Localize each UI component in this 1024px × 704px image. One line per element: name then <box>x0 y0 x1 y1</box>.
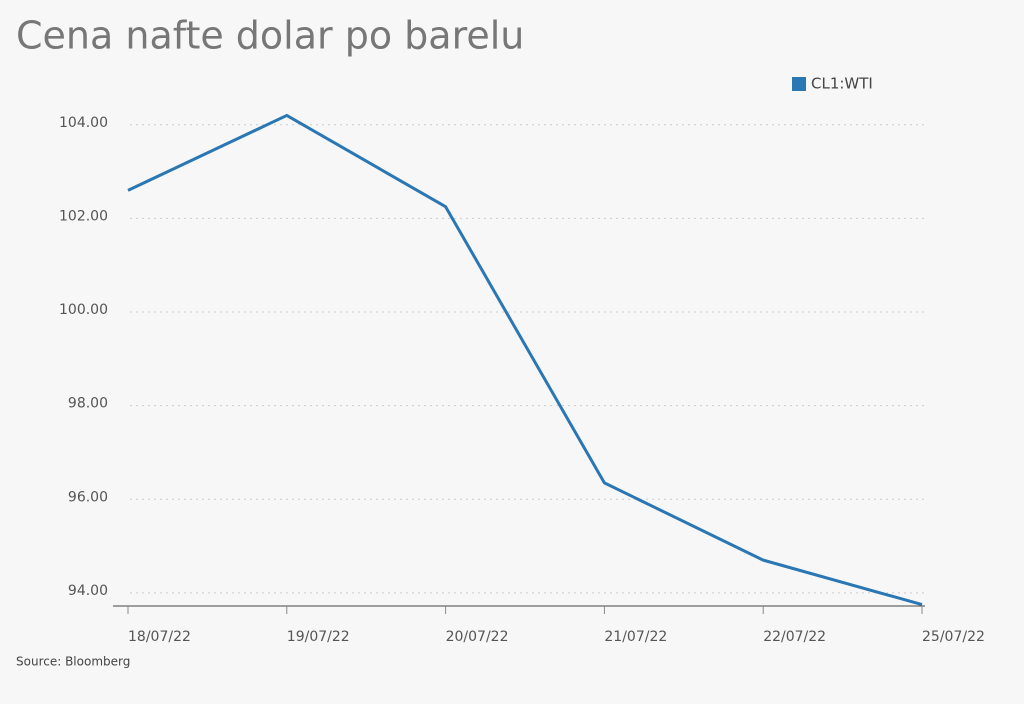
y-tick-label: 104.00 <box>59 115 108 131</box>
x-tick-label: 19/07/22 <box>287 629 350 645</box>
x-tick-label: 18/07/22 <box>128 629 191 645</box>
y-tick-label: 102.00 <box>59 208 108 224</box>
x-tick-label: 21/07/22 <box>604 629 667 645</box>
y-tick-label: 96.00 <box>68 489 108 505</box>
x-tick-label: 22/07/22 <box>763 629 826 645</box>
legend-swatch <box>792 77 806 91</box>
y-tick-label: 100.00 <box>59 302 108 318</box>
y-tick-label: 94.00 <box>68 583 108 599</box>
line <box>127 113 923 607</box>
chart-title: Cena nafte dolar po barelu <box>16 14 524 58</box>
legend-label: CL1:WTI <box>811 75 873 93</box>
y-tick-label: 98.00 <box>68 396 108 412</box>
source: Source: Bloomberg <box>16 655 130 669</box>
x-tick-label: 25/07/22 <box>922 629 985 645</box>
x-tick-label: 20/07/22 <box>446 629 509 645</box>
